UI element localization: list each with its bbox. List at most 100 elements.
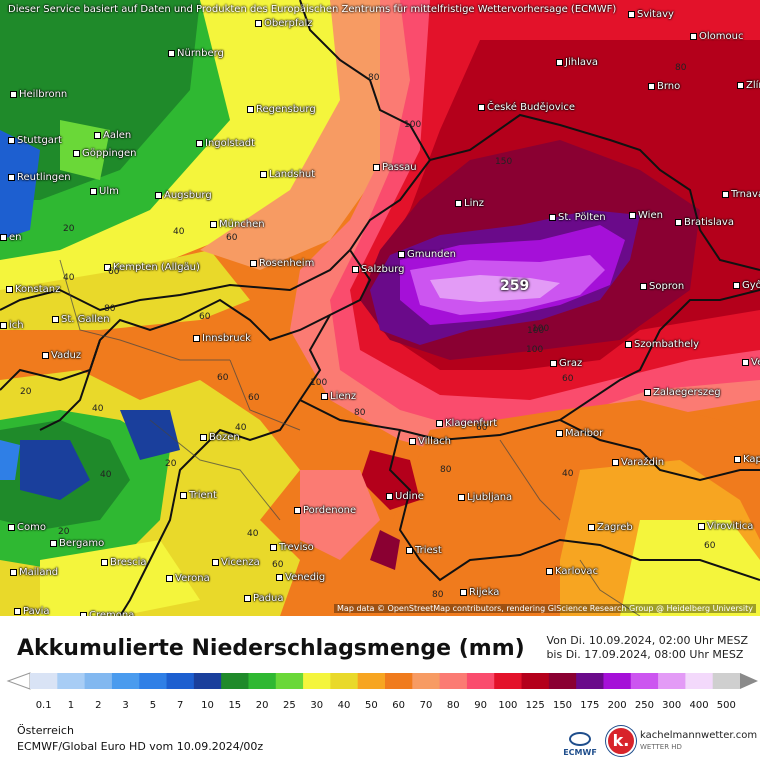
city-label: Ulm — [90, 186, 119, 197]
map-attribution[interactable]: Map data © OpenStreetMap contributors, r… — [334, 604, 756, 613]
scale-swatch — [548, 673, 577, 689]
ecmwf-logo[interactable]: ECMWF — [560, 732, 600, 757]
city-name: Brescia — [110, 557, 147, 568]
city-name: Karlovac — [555, 566, 599, 577]
city-marker-icon — [8, 173, 15, 181]
city-label: Rijeka — [460, 587, 499, 598]
city-name: Treviso — [279, 542, 314, 553]
scale-swatch — [221, 673, 249, 689]
region-label: Österreich — [17, 724, 74, 737]
city-name: České Budějovice — [487, 102, 576, 113]
contour-label: 100 — [404, 120, 422, 130]
city-label: Salzburg — [352, 264, 404, 275]
city-name: Rijeka — [469, 587, 500, 598]
city-name: Mailand — [19, 567, 59, 578]
contour-label: 60 — [272, 560, 284, 570]
contour-label: 100 — [526, 345, 544, 355]
city-name: Regensburg — [256, 104, 316, 115]
kachelmann-k-icon: k. — [606, 726, 636, 756]
city-label: Pavia — [14, 606, 50, 616]
kachelmann-logo[interactable]: k. kachelmannwetter.com WETTER HD — [606, 726, 758, 756]
contour-label: 100 — [532, 324, 550, 334]
city-name: Salzburg — [361, 264, 405, 275]
city-label: Udine — [386, 491, 424, 502]
city-label: Padua — [244, 593, 284, 604]
time-range-from: Von Di. 10.09.2024, 02:00 Uhr MESZ — [546, 634, 748, 647]
city-label: Kapo — [734, 454, 760, 465]
city-label: Gmunden — [398, 249, 456, 260]
city-marker-icon — [556, 58, 563, 66]
scale-swatch — [111, 673, 140, 689]
scale-tick-label: 70 — [420, 700, 433, 711]
city-label: Verona — [166, 573, 210, 584]
city-name: Aalen — [103, 130, 132, 141]
kachelmann-logo-text: kachelmannwetter.com — [640, 730, 758, 741]
scale-tick-label: 5 — [150, 700, 156, 711]
city-label: Zagreb — [588, 522, 633, 533]
city-label: Stuttgart — [8, 135, 62, 146]
city-label: Bratislava — [675, 217, 734, 228]
city-marker-icon — [588, 523, 595, 531]
city-label: Wien — [629, 210, 663, 221]
city-marker-icon — [193, 334, 200, 342]
data-source-note: Dieser Service basiert auf Daten und Pro… — [8, 4, 617, 15]
scale-tick-label: 7 — [177, 700, 183, 711]
city-marker-icon — [556, 429, 563, 437]
city-name: Zlín — [746, 80, 760, 91]
scale-swatch — [385, 673, 413, 689]
contour-label: 80 — [354, 408, 366, 418]
city-name: Reutlingen — [17, 172, 71, 183]
city-name: Lienz — [330, 391, 357, 402]
scale-tick-label: 250 — [635, 700, 654, 711]
scale-swatch — [57, 673, 86, 689]
city-marker-icon — [436, 419, 443, 427]
city-marker-icon — [104, 263, 111, 271]
city-label: Zalaegerszeg — [644, 387, 721, 398]
scale-swatch — [330, 673, 359, 689]
contour-label: 40 — [235, 423, 247, 433]
city-marker-icon — [629, 211, 636, 219]
contour-label: 100 — [310, 378, 328, 388]
city-name: Venedig — [285, 572, 326, 583]
scale-tick-label: 500 — [717, 700, 736, 711]
city-name: ich — [9, 320, 24, 331]
scale-swatch — [439, 673, 468, 689]
contour-label: 20 — [58, 527, 70, 537]
city-label: Olomouc — [690, 31, 743, 42]
kachelmann-logo-subtext: WETTER HD — [640, 743, 682, 751]
scale-min-arrow — [6, 672, 31, 690]
scale-swatch — [303, 673, 331, 689]
city-label: Innsbruck — [193, 333, 251, 344]
city-label: Pordenone — [294, 505, 356, 516]
city-name: Svitavy — [637, 9, 674, 20]
city-marker-icon — [644, 388, 651, 396]
city-marker-icon — [549, 213, 556, 221]
city-marker-icon — [386, 492, 393, 500]
city-label: Sopron — [640, 281, 684, 292]
scale-tick-label: 0.1 — [36, 700, 52, 711]
time-range-to: bis Di. 17.09.2024, 08:00 Uhr MESZ — [546, 648, 744, 661]
scale-tick-label: 40 — [338, 700, 351, 711]
city-name: Innsbruck — [202, 333, 251, 344]
city-marker-icon — [0, 321, 7, 329]
city-marker-icon — [640, 282, 647, 290]
contour-label: 60 — [562, 374, 574, 384]
city-marker-icon — [10, 90, 17, 98]
city-marker-icon — [734, 455, 741, 463]
city-label: Göppingen — [73, 148, 137, 159]
city-label: Graz — [550, 358, 582, 369]
city-name: St. Pölten — [558, 212, 606, 223]
city-marker-icon — [690, 32, 697, 40]
city-name: Pavia — [23, 606, 50, 616]
city-name: Passau — [382, 162, 417, 173]
city-marker-icon — [550, 359, 557, 367]
city-name: Oberpfalz — [264, 18, 313, 29]
contour-label: 60 — [226, 233, 238, 243]
city-marker-icon — [101, 558, 108, 566]
city-label: Vicenza — [212, 557, 260, 568]
contour-label: 40 — [92, 404, 104, 414]
city-label: Reutlingen — [8, 172, 71, 183]
scale-swatch — [576, 673, 604, 689]
time-range: Von Di. 10.09.2024, 02:00 Uhr MESZ bis D… — [546, 634, 748, 662]
scale-tick-label: 1 — [68, 700, 74, 711]
